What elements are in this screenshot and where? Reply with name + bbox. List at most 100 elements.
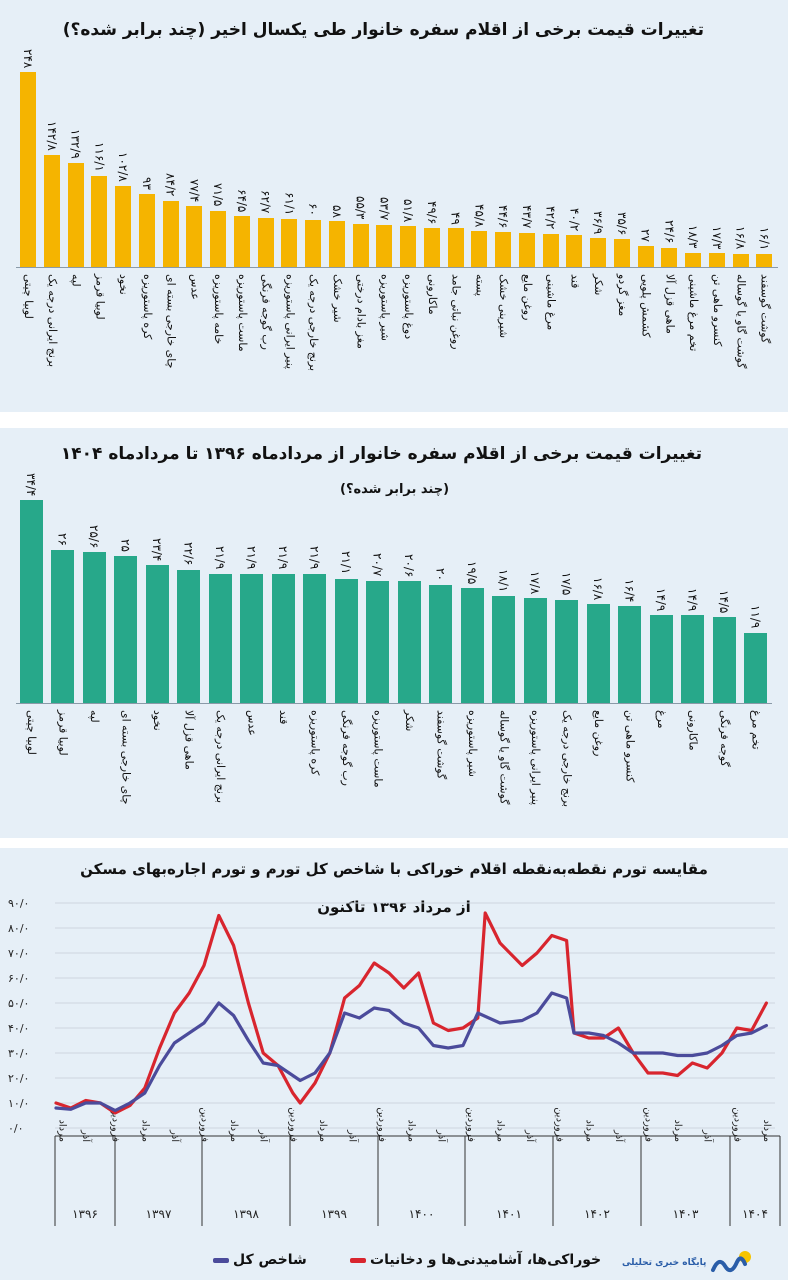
year-label: ۱۴۰۲ xyxy=(584,1207,610,1221)
chart1-baseline xyxy=(16,267,778,268)
chart3-svg: ۰/۰ ۱۰/۰ ۲۰/۰ ۳۰/۰ ۴۰/۰ ۵۰/۰ ۶۰/۰ ۷۰/۰ ۸۰/۰ ۹۰/۰ ۱… xyxy=(8,897,781,1226)
legend-general-swatch xyxy=(213,1257,229,1263)
category-label: رب گوجه فرنگی xyxy=(340,710,353,786)
year-label: ۱۳۹۹ xyxy=(321,1207,347,1221)
bar-value-label: ۲۲/۶ xyxy=(181,542,196,566)
bar-value-label: ۱۴۲/۸ xyxy=(44,120,59,151)
bar xyxy=(210,210,226,267)
x-tick-label: فروردین xyxy=(554,1107,565,1142)
bar xyxy=(145,564,169,703)
chart-panel-since-1396: تغییرات قیمت برخی از اقلام سفره خانوار ا… xyxy=(0,428,788,838)
bar xyxy=(208,573,232,703)
bar xyxy=(352,223,369,267)
bar xyxy=(523,597,547,703)
bar-value-label: ۶۱/۱ xyxy=(282,191,297,215)
x-tick-label: مرداد xyxy=(672,1119,683,1142)
x-tick-label: آذر xyxy=(258,1129,271,1143)
bar xyxy=(82,551,106,703)
bar-value-label: ۱۳۲/۹ xyxy=(68,128,83,159)
year-label: ۱۳۹۸ xyxy=(233,1207,259,1221)
chart2-title: تغییرات قیمت برخی از اقلام سفره خانوار ا… xyxy=(60,444,702,464)
bar xyxy=(649,615,673,703)
category-label: پنیر ایرانی پاستوریزه xyxy=(283,274,297,370)
bar-value-label: ۶۰ xyxy=(306,202,320,216)
category-label: گوجه فرنگی xyxy=(718,710,731,767)
y-tick-label: ۰/۰ xyxy=(8,1122,24,1135)
bar xyxy=(19,500,43,703)
bar xyxy=(305,219,321,267)
bar-value-label: ۱۰۲/۸ xyxy=(116,152,130,183)
category-label: خامه پاستوریزه xyxy=(212,274,225,345)
y-tick-label: ۸۰/۰ xyxy=(8,922,29,935)
category-label: برنج ایرانی درجه یک xyxy=(214,710,227,804)
bar-value-label: ۴۹ xyxy=(448,211,463,225)
bar xyxy=(708,253,725,267)
bar xyxy=(555,599,578,703)
bar-value-label: ۷۱/۵ xyxy=(211,183,225,207)
bar xyxy=(114,555,137,703)
bar-value-label: ۱۷/۸ xyxy=(528,570,542,594)
x-tick-label: فروردین xyxy=(287,1107,298,1142)
bar-value-label: ۲۰/۷ xyxy=(370,553,385,577)
bar xyxy=(376,224,393,267)
category-label: چای خارجی بسته ای xyxy=(119,710,133,805)
bar-value-label: ۸۴/۲ xyxy=(163,173,178,197)
category-label: کره پاستوریزه xyxy=(308,710,322,776)
bar xyxy=(712,617,736,703)
bar xyxy=(590,237,606,267)
category-label: برنج خارجی درجه یک xyxy=(307,274,320,372)
category-label: لوبیا چیتی xyxy=(22,274,35,319)
x-tick-label: آذر xyxy=(702,1129,715,1143)
category-label: پنیر ایرانی پاستوریزه xyxy=(529,710,542,806)
bar xyxy=(637,245,654,267)
bar-value-label: ۳۶/۹ xyxy=(591,210,605,234)
bar xyxy=(334,578,358,703)
bar-value-label: ۲۱/۹ xyxy=(307,546,322,570)
category-label: پسته xyxy=(473,274,487,297)
y-tick-label: ۲۰/۰ xyxy=(8,1072,29,1085)
category-label: برنج ایرانی درجه یک xyxy=(45,274,59,368)
category-label: چای خارجی بسته ای xyxy=(164,274,178,369)
y-tick-label: ۷۰/۰ xyxy=(8,947,29,960)
legend-general-label: شاخص کل xyxy=(233,1252,307,1268)
bar xyxy=(566,235,583,267)
category-label: مغز بادام درختی xyxy=(354,274,368,349)
bar xyxy=(328,221,345,267)
category-label: قند xyxy=(568,274,582,289)
bar-value-label: ۴۳/۷ xyxy=(519,205,534,229)
bar xyxy=(91,175,108,267)
category-label: شکر xyxy=(592,274,605,296)
bar-value-label: ۲۷ xyxy=(638,228,653,242)
category-label: ماکارونی xyxy=(686,710,700,751)
general-inflation-line xyxy=(54,991,769,1113)
bar xyxy=(681,615,704,703)
chart1-title: تغییرات قیمت برخی از اقلام سفره خانوار ط… xyxy=(62,20,704,40)
bar xyxy=(732,253,749,267)
bar-value-label: ۴۹/۶ xyxy=(424,200,439,225)
category-label: ماکارونی xyxy=(425,274,439,315)
bar xyxy=(618,606,641,703)
bar xyxy=(397,581,421,703)
bar-value-label: ۶۴/۵ xyxy=(234,188,249,213)
x-tick-label: آذر xyxy=(435,1129,448,1143)
food-inflation-line xyxy=(54,911,769,1115)
bar-value-label: ۲۱/۹ xyxy=(244,546,259,570)
logo-text: پایگاه خبری تحلیلی xyxy=(622,1258,707,1268)
bar-value-label: ۱۶/۸ xyxy=(591,576,605,600)
category-label: گوشت گوسفند xyxy=(758,274,772,344)
x-tick-label: آذر xyxy=(613,1129,626,1143)
category-label: لوبیا قرمز xyxy=(93,274,107,320)
bar xyxy=(495,231,511,267)
y-tick-label: ۹۰/۰ xyxy=(8,897,29,910)
chart2-baseline xyxy=(16,703,772,704)
year-label: ۱۴۰۱ xyxy=(496,1207,522,1221)
category-label: نخود xyxy=(151,710,164,731)
bar-value-label: ۱۸/۱ xyxy=(496,568,511,593)
x-tick-label: فروردین xyxy=(465,1107,476,1142)
bar-value-label: ۴۰/۲ xyxy=(567,208,582,232)
category-label: مرغ xyxy=(655,710,668,729)
bar xyxy=(685,252,701,267)
category-label: ماهی قزل آلا xyxy=(663,274,677,334)
x-tick-label: مرداد xyxy=(57,1119,68,1142)
bar-value-label: ۲۰/۶ xyxy=(402,554,416,578)
